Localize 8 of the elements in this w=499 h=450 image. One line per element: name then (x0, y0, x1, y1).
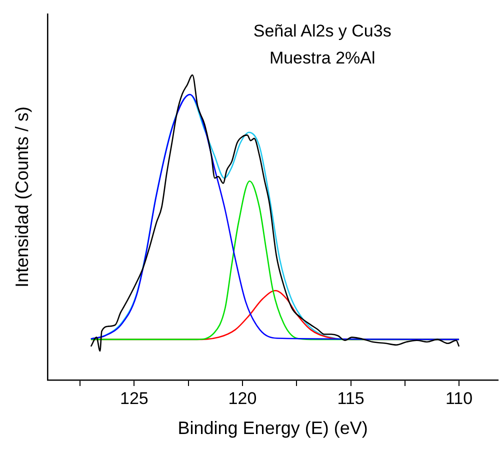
text: Señal Al2s y Cu3s (253, 22, 392, 41)
x-axis-title: Binding Energy (E) (eV) (178, 418, 368, 438)
x-tick-label: 110 (445, 388, 473, 408)
x-tick-label: 120 (228, 388, 257, 408)
x-tick-label: 125 (120, 388, 148, 408)
text: Muestra 2%Al (269, 48, 376, 68)
y-axis-title: Intensidad (Counts / s) (12, 106, 32, 288)
x-tick-label: 115 (337, 388, 364, 408)
